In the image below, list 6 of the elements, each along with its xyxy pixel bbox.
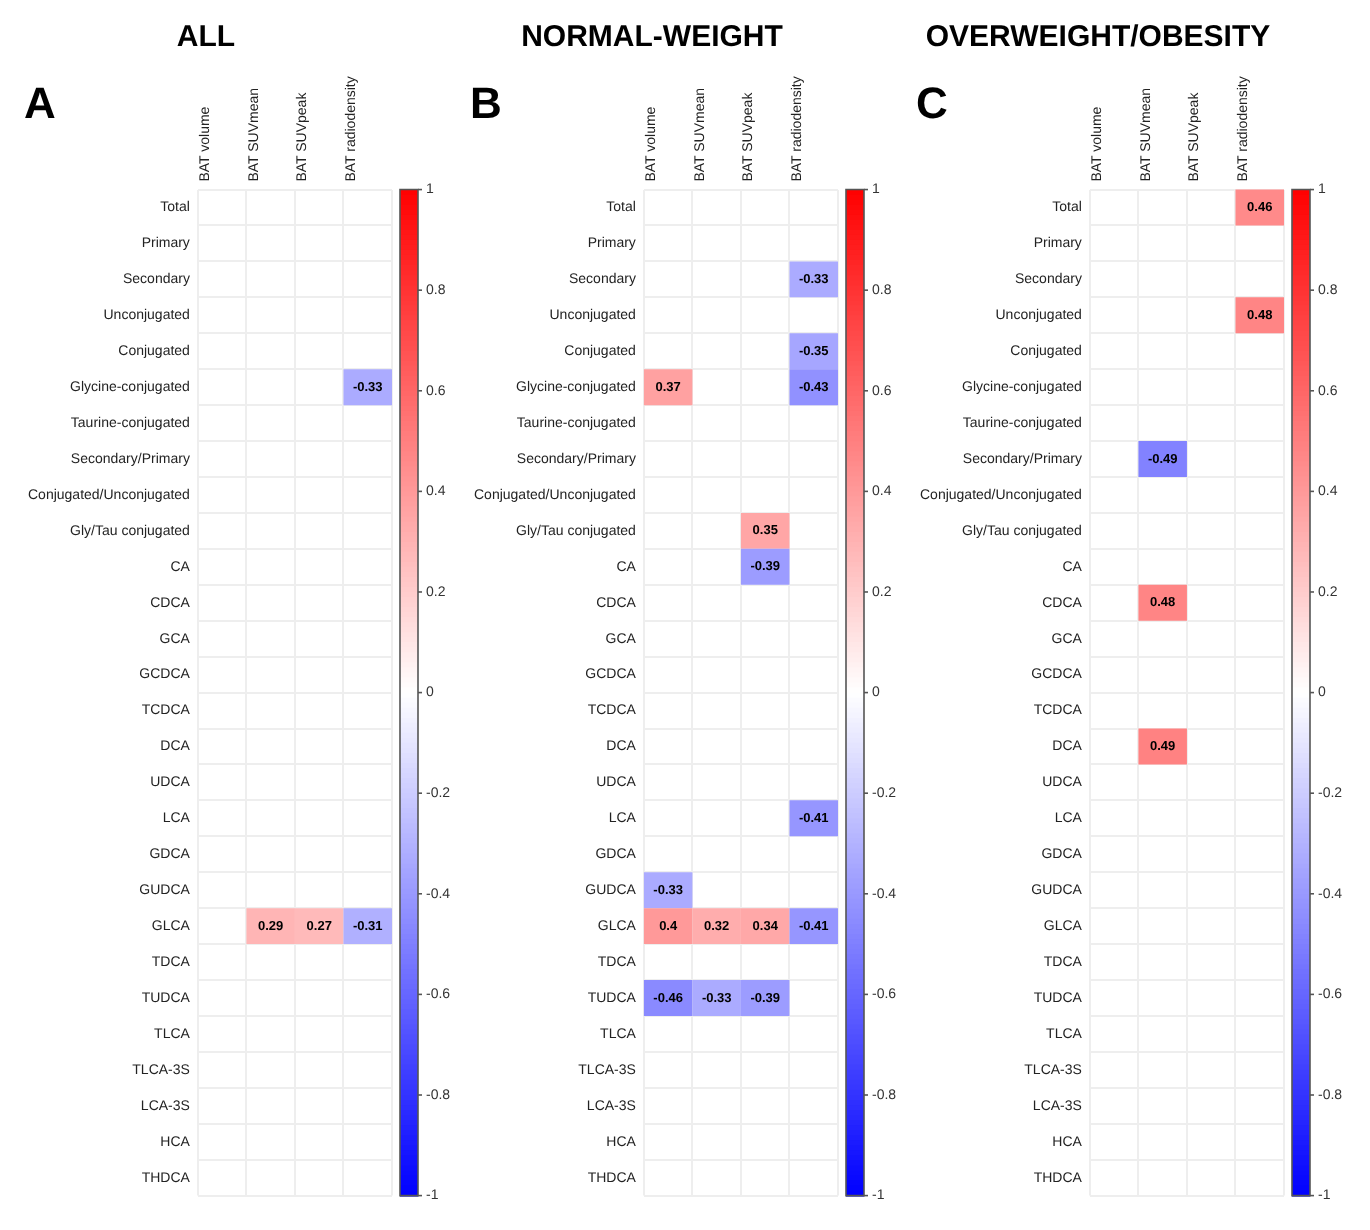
text: C [916, 78, 948, 129]
chart-title: NORMAL-WEIGHT [521, 20, 783, 55]
text: A [24, 78, 56, 129]
text: B [470, 78, 502, 129]
chart-title: OVERWEIGHT/OBESITY [925, 20, 1271, 55]
chart-title: ALL [176, 20, 236, 55]
